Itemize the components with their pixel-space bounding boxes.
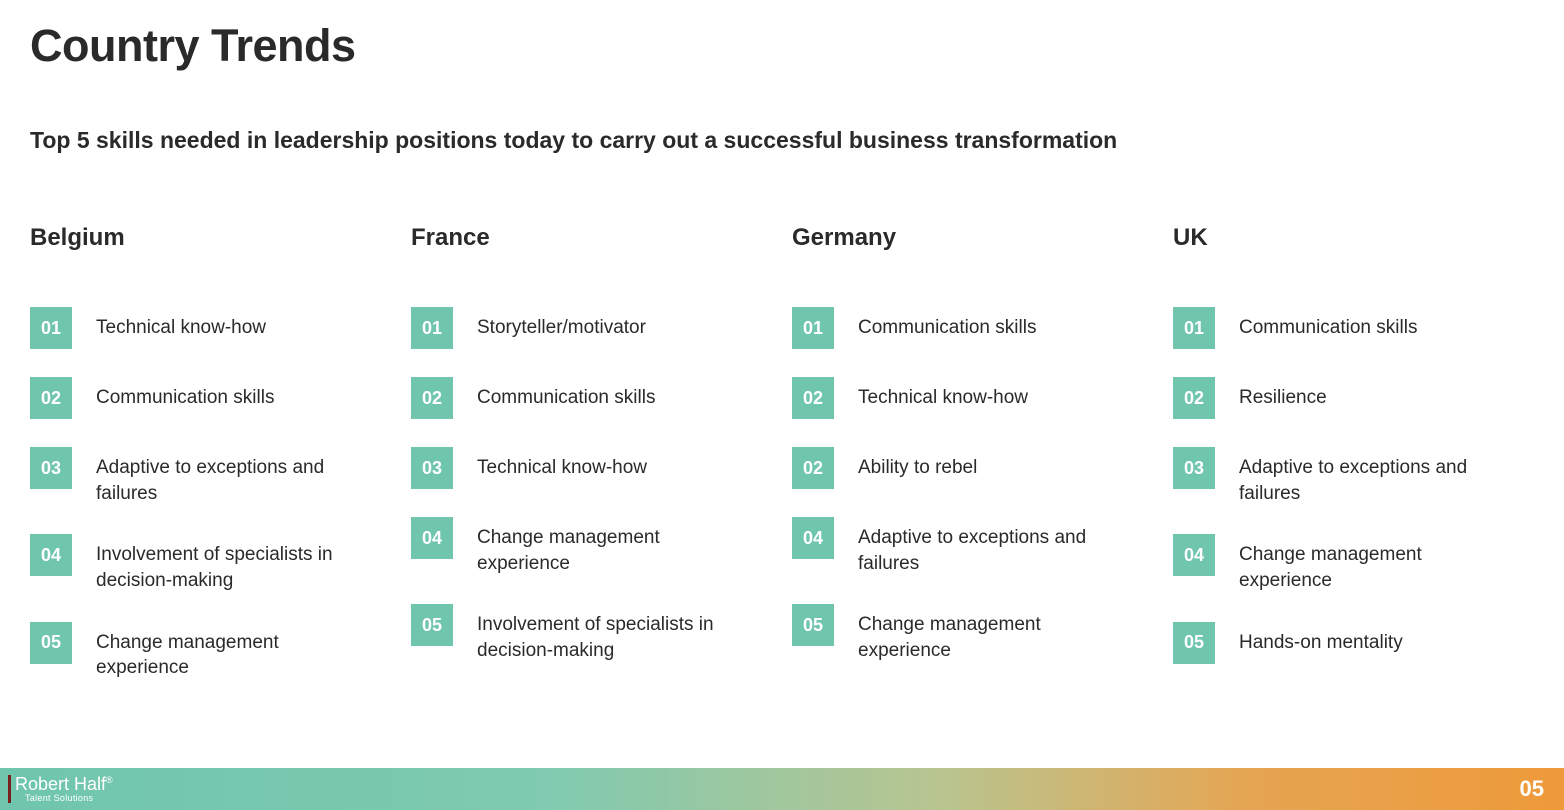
skill-list: 01 Communication skills 02 Resilience 03… (1173, 307, 1534, 664)
skill-text: Adaptive to exceptions and failures (1239, 447, 1499, 506)
rank-badge: 01 (1173, 307, 1215, 349)
skill-text: Adaptive to exceptions and failures (858, 517, 1118, 576)
skill-item: 01 Technical know-how (30, 307, 391, 349)
brand-name: Robert Half® (15, 775, 113, 794)
rank-badge: 01 (792, 307, 834, 349)
skill-item: 05 Involvement of specialists in decisio… (411, 604, 772, 663)
rank-badge: 03 (411, 447, 453, 489)
rank-badge: 04 (792, 517, 834, 559)
brand-registered-icon: ® (106, 775, 113, 785)
skill-item: 05 Hands-on mentality (1173, 622, 1534, 664)
skill-item: 04 Adaptive to exceptions and failures (792, 517, 1153, 576)
skill-text: Change management experience (1239, 534, 1499, 593)
rank-badge: 01 (411, 307, 453, 349)
skill-item: 02 Communication skills (30, 377, 391, 419)
country-column-france: France 01 Storyteller/motivator 02 Commu… (411, 224, 772, 709)
rank-badge: 04 (1173, 534, 1215, 576)
skill-text: Technical know-how (96, 307, 266, 341)
rank-badge: 04 (411, 517, 453, 559)
country-name: France (411, 224, 772, 252)
country-name: UK (1173, 224, 1534, 252)
rank-badge: 05 (30, 622, 72, 664)
skill-text: Change management experience (858, 604, 1118, 663)
rank-badge: 05 (411, 604, 453, 646)
brand-main-text: Robert Half (15, 774, 106, 794)
rank-badge: 05 (792, 604, 834, 646)
skill-item: 05 Change management experience (30, 622, 391, 681)
slide-title: Country Trends (30, 20, 1534, 72)
skill-item: 04 Change management experience (1173, 534, 1534, 593)
country-column-belgium: Belgium 01 Technical know-how 02 Communi… (30, 224, 391, 709)
rank-badge: 03 (1173, 447, 1215, 489)
skill-list: 01 Communication skills 02 Technical kno… (792, 307, 1153, 664)
rank-badge: 02 (411, 377, 453, 419)
country-column-germany: Germany 01 Communication skills 02 Techn… (792, 224, 1153, 709)
skill-text: Involvement of specialists in decision-m… (477, 604, 737, 663)
slide-subtitle: Top 5 skills needed in leadership positi… (30, 127, 1534, 154)
skill-text: Resilience (1239, 377, 1327, 411)
brand-subtitle: Talent Solutions (25, 794, 113, 803)
skill-item: 01 Communication skills (1173, 307, 1534, 349)
skill-item: 03 Adaptive to exceptions and failures (30, 447, 391, 506)
rank-badge: 02 (792, 447, 834, 489)
skill-item: 04 Involvement of specialists in decisio… (30, 534, 391, 593)
rank-badge: 04 (30, 534, 72, 576)
brand-block: Robert Half® Talent Solutions (8, 775, 113, 803)
skill-item: 05 Change management experience (792, 604, 1153, 663)
skill-item: 03 Adaptive to exceptions and failures (1173, 447, 1534, 506)
rank-badge: 01 (30, 307, 72, 349)
skill-item: 02 Technical know-how (792, 377, 1153, 419)
slide-footer: Robert Half® Talent Solutions 05 (0, 768, 1564, 810)
country-name: Belgium (30, 224, 391, 252)
skill-text: Hands-on mentality (1239, 622, 1403, 656)
skill-text: Storyteller/motivator (477, 307, 646, 341)
country-name: Germany (792, 224, 1153, 252)
skill-text: Communication skills (858, 307, 1036, 341)
skill-text: Ability to rebel (858, 447, 977, 481)
rank-badge: 05 (1173, 622, 1215, 664)
country-columns: Belgium 01 Technical know-how 02 Communi… (30, 224, 1534, 709)
skill-text: Change management experience (96, 622, 356, 681)
slide: Country Trends Top 5 skills needed in le… (0, 0, 1564, 810)
skill-text: Adaptive to exceptions and failures (96, 447, 356, 506)
country-column-uk: UK 01 Communication skills 02 Resilience… (1173, 224, 1534, 709)
skill-item: 04 Change management experience (411, 517, 772, 576)
rank-badge: 02 (30, 377, 72, 419)
skill-item: 01 Communication skills (792, 307, 1153, 349)
skill-item: 02 Resilience (1173, 377, 1534, 419)
skill-text: Communication skills (1239, 307, 1417, 341)
skill-text: Change management experience (477, 517, 737, 576)
skill-item: 03 Technical know-how (411, 447, 772, 489)
rank-badge: 03 (30, 447, 72, 489)
skill-item: 02 Ability to rebel (792, 447, 1153, 489)
rank-badge: 02 (1173, 377, 1215, 419)
skill-item: 01 Storyteller/motivator (411, 307, 772, 349)
skill-text: Involvement of specialists in decision-m… (96, 534, 356, 593)
skill-text: Communication skills (477, 377, 655, 411)
skill-list: 01 Technical know-how 02 Communication s… (30, 307, 391, 681)
skill-text: Technical know-how (477, 447, 647, 481)
skill-list: 01 Storyteller/motivator 02 Communicatio… (411, 307, 772, 664)
rank-badge: 02 (792, 377, 834, 419)
skill-item: 02 Communication skills (411, 377, 772, 419)
page-number: 05 (1520, 776, 1544, 802)
skill-text: Technical know-how (858, 377, 1028, 411)
skill-text: Communication skills (96, 377, 274, 411)
